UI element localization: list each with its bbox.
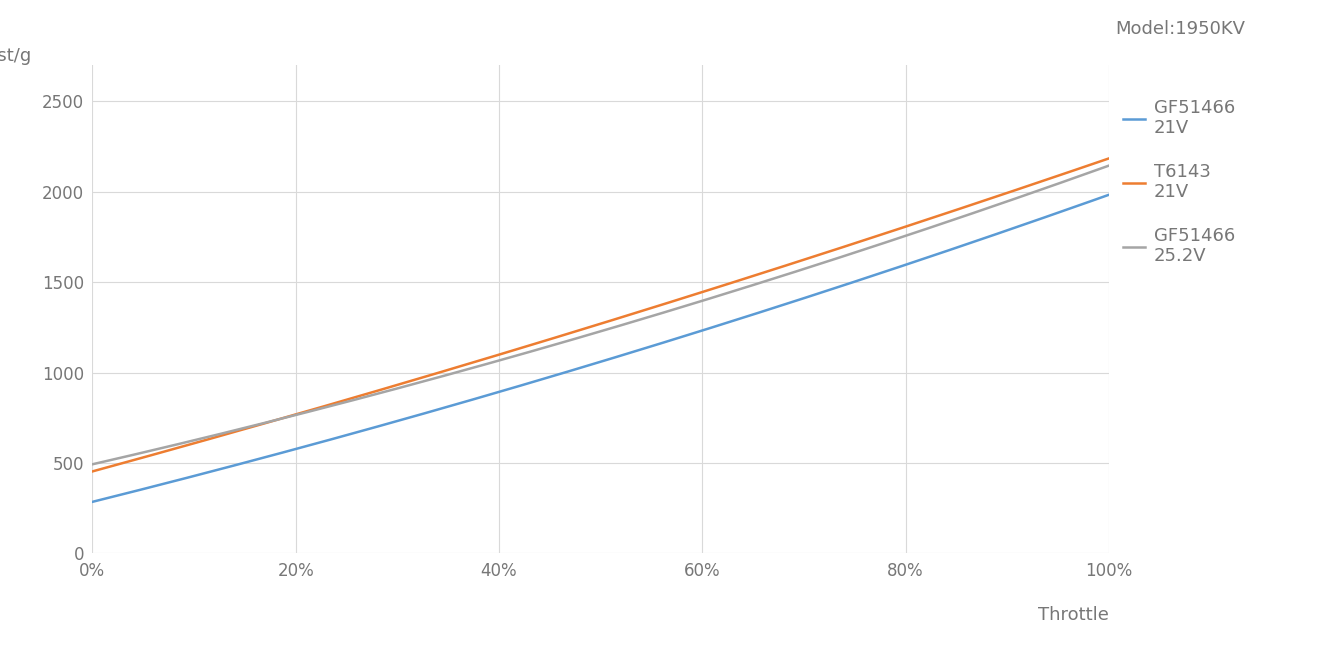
Line: GF51466
21V: GF51466 21V bbox=[92, 195, 1109, 502]
T6143
21V bbox=[84, 467, 100, 475]
GF51466
21V bbox=[88, 497, 104, 505]
T6143
21V bbox=[706, 284, 722, 292]
Legend: GF51466
21V, T6143
21V, GF51466
25.2V: GF51466 21V, T6143 21V, GF51466 25.2V bbox=[1123, 98, 1234, 266]
Text: Model:1950KV: Model:1950KV bbox=[1115, 20, 1245, 38]
T6143
21V bbox=[689, 290, 705, 298]
GF51466
21V bbox=[1006, 224, 1022, 232]
T6143
21V bbox=[1006, 187, 1022, 195]
GF51466
25.2V bbox=[84, 460, 100, 468]
T6143
21V bbox=[88, 467, 104, 475]
GF51466
25.2V bbox=[941, 217, 957, 225]
GF51466
25.2V bbox=[706, 293, 722, 301]
GF51466
21V bbox=[689, 328, 705, 336]
T6143
21V bbox=[686, 291, 702, 299]
GF51466
21V bbox=[941, 246, 957, 254]
T6143
21V bbox=[941, 208, 957, 216]
GF51466
21V bbox=[84, 498, 100, 506]
GF51466
25.2V bbox=[686, 299, 702, 307]
GF51466
21V bbox=[706, 323, 722, 331]
Line: GF51466
25.2V: GF51466 25.2V bbox=[92, 165, 1109, 464]
GF51466
25.2V bbox=[1006, 195, 1022, 203]
GF51466
21V bbox=[1101, 191, 1117, 199]
GF51466
25.2V bbox=[88, 460, 104, 467]
Line: T6143
21V: T6143 21V bbox=[92, 158, 1109, 471]
T6143
21V bbox=[1101, 154, 1117, 162]
GF51466
25.2V bbox=[1101, 161, 1117, 169]
Y-axis label: Thrust/g: Thrust/g bbox=[0, 47, 30, 65]
Text: Throttle: Throttle bbox=[1038, 606, 1109, 624]
GF51466
25.2V bbox=[689, 298, 705, 306]
GF51466
21V bbox=[686, 329, 702, 337]
